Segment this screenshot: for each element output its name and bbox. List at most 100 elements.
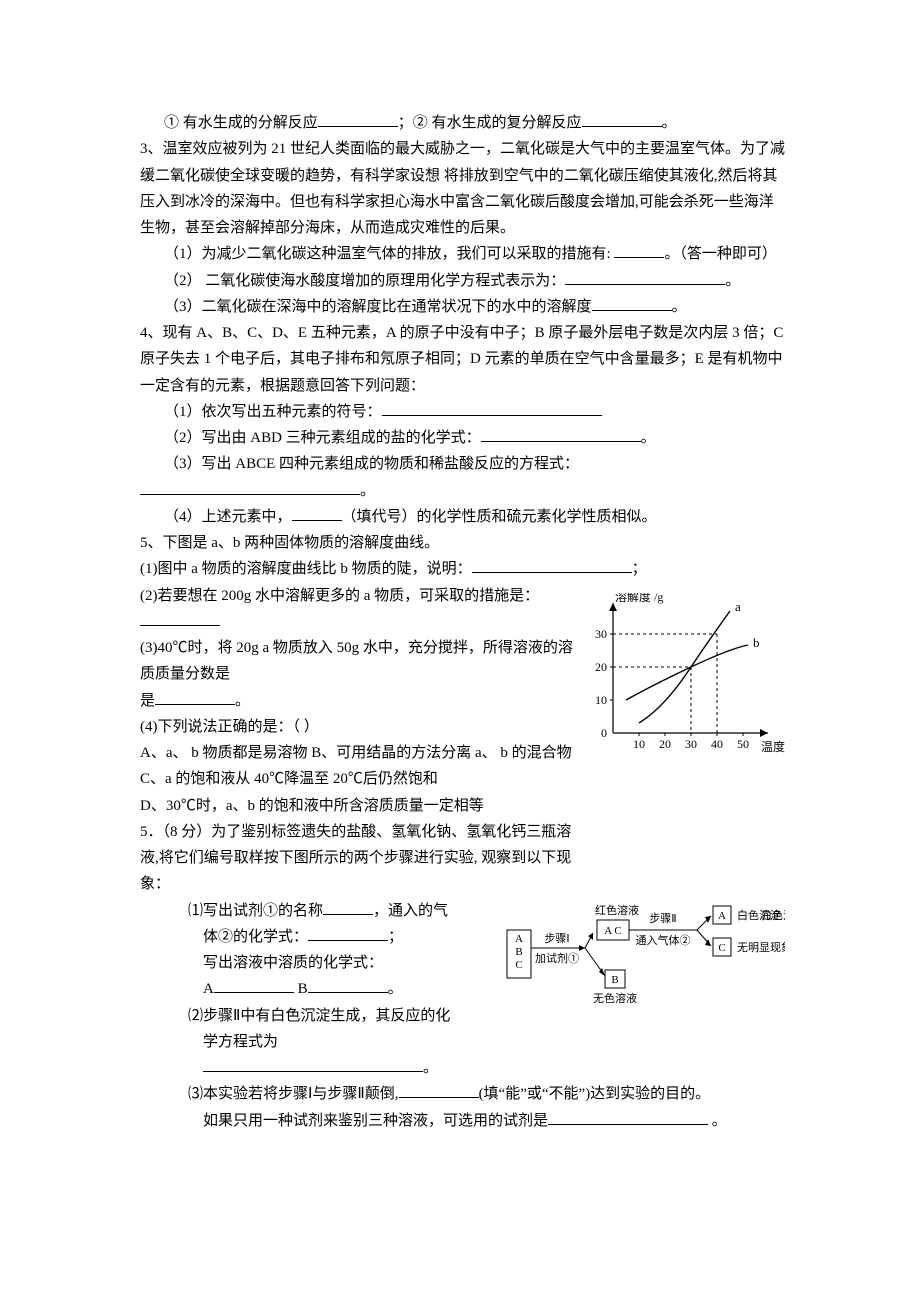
svg-text:a: a	[735, 599, 741, 614]
svg-text:30: 30	[595, 627, 607, 641]
text: (3)40℃时，将 20g a 物质放入 50g 水中，充分搅拌，所得溶液的溶质…	[140, 640, 573, 682]
svg-text:溶解度 /g: 溶解度 /g	[615, 593, 663, 604]
q2-item: ① 有水生成的分解反应 ；② 有水生成的复分解反应 。	[140, 110, 785, 136]
svg-text:50: 50	[737, 737, 749, 751]
svg-text:10: 10	[633, 737, 645, 751]
text: ；② 有水生成的复分解反应	[398, 115, 582, 131]
text: 如果只用一种试剂来鉴别三种溶液，可选用的试剂是	[203, 1113, 548, 1129]
svg-text:步骤Ⅱ: 步骤Ⅱ	[649, 912, 676, 925]
chart-svg: 10 20 30 0 10 20 30 40 50	[585, 593, 785, 773]
text: 。	[672, 299, 687, 315]
svg-text:20: 20	[659, 737, 671, 751]
text: 。	[360, 483, 375, 499]
blank	[565, 269, 725, 285]
q5-3: (3)40℃时，将 20g a 物质放入 50g 水中，充分搅拌，所得溶液的溶质…	[140, 635, 575, 688]
text: 。	[235, 693, 250, 709]
solubility-chart: 10 20 30 0 10 20 30 40 50	[585, 583, 785, 898]
blank	[140, 610, 220, 626]
svg-text:加试剂①: 加试剂①	[535, 951, 579, 965]
text: 。	[662, 115, 677, 131]
text: A	[203, 981, 214, 997]
q4-1: （1）依次写出五种元素的符号：	[140, 399, 785, 425]
svg-text:无色溶液: 无色溶液	[593, 991, 637, 1005]
blank	[155, 689, 235, 705]
blank	[140, 479, 360, 495]
blank	[292, 505, 342, 521]
step1-label: 步骤Ⅰ	[544, 932, 569, 945]
q5b-1a: ⑴写出试剂①的名称 ，通入的气	[140, 898, 490, 924]
q5b-3: ⑶本实验若将步骤Ⅰ与步骤Ⅱ颠倒, (填“能”或“不能”)达到实验的目的。	[140, 1081, 785, 1107]
text: （2） 二氧化碳使海水酸度增加的原理用化学方程式表示为：	[164, 273, 565, 289]
blank	[203, 1056, 423, 1072]
text: ，通入的气	[373, 903, 448, 919]
text: 体②的化学式：	[203, 929, 308, 945]
svg-text:A C: A C	[604, 925, 621, 937]
svg-text:A: A	[515, 933, 523, 945]
text: 。（答一种即可）	[664, 246, 777, 262]
text: （1）依次写出五种元素的符号：	[164, 404, 382, 420]
svg-text:红色溶液: 红色溶液	[595, 903, 639, 917]
q4-3: （3）写出 ABCE 四种元素组成的物质和稀盐酸反应的方程式： 。	[140, 451, 785, 504]
q3-intro: 3、温室效应被列为 21 世纪人类面临的最大威胁之一，二氧化碳是大气中的主要温室…	[140, 136, 785, 241]
blank	[548, 1109, 708, 1125]
svg-text:30: 30	[685, 737, 697, 751]
text: （填代号）的化学性质和硫元素化学性质相似。	[342, 509, 657, 525]
svg-text:A: A	[718, 910, 726, 922]
blank	[323, 899, 373, 915]
q5-3b: 是。	[140, 688, 575, 714]
q5b-1c: 体②的化学式： ；	[140, 924, 490, 950]
text: ① 有水生成的分解反应	[164, 115, 318, 131]
blank	[214, 977, 294, 993]
text: ⑶本实验若将步骤Ⅰ与步骤Ⅱ颠倒,	[188, 1086, 399, 1102]
q4-2: （2）写出由 ABD 三种元素组成的盐的化学式： 。	[140, 425, 785, 451]
text: 。	[641, 430, 656, 446]
svg-text:b: b	[753, 635, 760, 650]
text: （3）二氧化碳在深海中的溶解度比在通常状况下的水中的溶解度	[164, 299, 592, 315]
q3-1: （1）为减少二氧化碳这种温室气体的排放，我们可以采取的措施有: 。（答一种即可）	[140, 241, 785, 267]
blank	[582, 111, 662, 127]
flow-diagram: A B C 步骤Ⅰ 加试剂① 红色溶液 A C B 无色	[505, 898, 785, 1027]
blank	[481, 426, 641, 442]
q5-4A: A、a、 b 物质都是易溶物 B、可用结晶的方法分离 a、 b 的混合物	[140, 740, 575, 766]
q5-1: (1)图中 a 物质的溶解度曲线比 b 物质的陡，说明： ；	[140, 556, 785, 582]
q5b-1d: 写出溶液中溶质的化学式：	[140, 950, 490, 976]
svg-text:通入气体②: 通入气体②	[636, 933, 691, 947]
svg-text:白色沉淀: 白色沉淀	[737, 908, 781, 922]
blank	[382, 400, 602, 416]
q4-intro: 4、现有 A、B、C、D、E 五种元素，A 的原子中没有中子；B 原子最外层电子…	[140, 320, 785, 399]
text: 学方程式为	[203, 1034, 278, 1050]
svg-text:C: C	[718, 942, 725, 954]
svg-text:40: 40	[711, 737, 723, 751]
text: （4）上述元素中，	[164, 509, 292, 525]
text: (1)图中 a 物质的溶解度曲线比 b 物质的陡，说明：	[140, 561, 472, 577]
svg-text:B: B	[515, 946, 522, 958]
diagram-svg: A B C 步骤Ⅰ 加试剂① 红色溶液 A C B 无色	[505, 898, 785, 1018]
q5-4D: D、30℃时，a、b 的饱和液中所含溶质质量一定相等	[140, 793, 575, 819]
text: （3）写出 ABCE 四种元素组成的物质和稀盐酸反应的方程式：	[164, 456, 579, 472]
svg-text:10: 10	[595, 693, 607, 707]
text: ⑴写出试剂①的名称	[188, 903, 323, 919]
blank	[614, 242, 664, 258]
q5-2: (2)若要想在 200g 水中溶解更多的 a 物质，可采取的措施是：	[140, 583, 575, 636]
text: B	[294, 981, 308, 997]
svg-text:20: 20	[595, 660, 607, 674]
q5b-1e: A B。	[140, 976, 490, 1002]
blank	[318, 111, 398, 127]
text: （1）为减少二氧化碳这种温室气体的排放，我们可以采取的措施有:	[164, 246, 614, 262]
blank	[592, 295, 672, 311]
blank	[399, 1082, 479, 1098]
blank	[308, 977, 388, 993]
svg-text:温度 /℃: 温度 /℃	[761, 739, 785, 754]
text: ；	[388, 929, 403, 945]
blank	[472, 557, 632, 573]
text: ；	[632, 561, 647, 577]
q5b-2: ⑵步骤Ⅱ中有白色沉淀生成，其反应的化	[140, 1003, 490, 1029]
text: （2）写出由 ABD 三种元素组成的盐的化学式：	[164, 430, 481, 446]
text: (填“能”或“不能”)达到实验的目的。	[479, 1086, 711, 1102]
q5b-2b: 学方程式为。	[140, 1029, 490, 1082]
svg-text:无明显现象: 无明显现象	[737, 941, 785, 954]
q4-4: （4）上述元素中， （填代号）的化学性质和硫元素化学性质相似。	[140, 504, 785, 530]
q5-intro: 5、下图是 a、b 两种固体物质的溶解度曲线。	[140, 530, 785, 556]
q5-4: (4)下列说法正确的是：（ ）	[140, 714, 575, 740]
text: (2)若要想在 200g 水中溶解更多的 a 物质，可采取的措施是：	[140, 588, 539, 604]
